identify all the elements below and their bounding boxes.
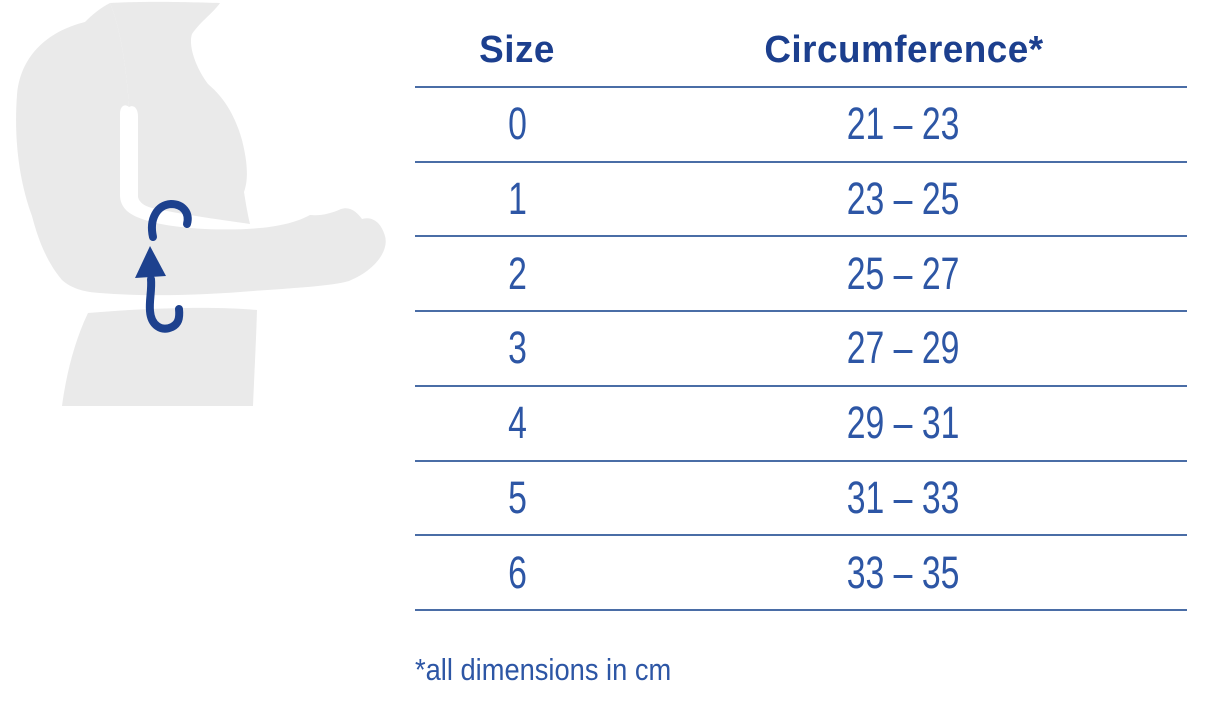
circumference-header-label: Circumference* [763, 28, 1044, 71]
size-cell: 4 [415, 397, 620, 449]
circumference-cell: 23 – 25 [620, 173, 1187, 225]
table-row: 1 23 – 25 [415, 163, 1187, 238]
size-cell: 2 [415, 248, 620, 300]
size-cell: 6 [415, 547, 620, 599]
circumference-cell: 25 – 27 [620, 248, 1187, 300]
circumference-cell: 27 – 29 [620, 322, 1187, 374]
size-value: 1 [508, 173, 527, 225]
circumference-cell: 29 – 31 [620, 397, 1187, 449]
size-cell: 3 [415, 322, 620, 374]
arrowhead [135, 246, 166, 278]
table-row: 2 25 – 27 [415, 237, 1187, 313]
table-row: 0 21 – 23 [415, 88, 1187, 163]
circumference-value: 27 – 29 [847, 322, 960, 374]
table-body: 0 21 – 23 1 23 – 25 2 25 – 27 3 27 – 29 … [415, 88, 1187, 611]
measurement-illustration [16, 1, 386, 406]
body-silhouette-arm [16, 3, 386, 296]
circumference-value: 31 – 33 [847, 471, 960, 523]
size-value: 4 [508, 397, 527, 449]
size-value: 2 [508, 247, 527, 299]
size-header-label: Size [479, 28, 556, 71]
circumference-value: 29 – 31 [847, 397, 960, 449]
body-silhouette-hip [62, 307, 257, 406]
circumference-arrow-icon [135, 199, 192, 333]
table-header-row: Size Circumference* [415, 0, 1187, 88]
circumference-value: 23 – 25 [847, 173, 960, 225]
column-header-circumference: Circumference* [620, 29, 1187, 72]
table-row: 5 31 – 33 [415, 462, 1187, 537]
size-cell: 1 [415, 173, 620, 225]
size-table: Size Circumference* 0 21 – 23 1 23 – 25 … [415, 0, 1187, 611]
circumference-cell: 31 – 33 [620, 472, 1187, 524]
table-row: 3 27 – 29 [415, 312, 1187, 387]
size-value: 5 [508, 471, 527, 523]
size-value: 0 [508, 98, 527, 150]
size-value: 6 [508, 546, 527, 598]
circumference-cell: 33 – 35 [620, 547, 1187, 599]
size-cell: 0 [415, 98, 620, 150]
column-header-size: Size [415, 29, 620, 72]
table-row: 4 29 – 31 [415, 387, 1187, 462]
circumference-cell: 21 – 23 [620, 98, 1187, 150]
circumference-value: 33 – 35 [847, 546, 960, 598]
footnote: *all dimensions in cm [415, 652, 672, 687]
table-row: 6 33 – 35 [415, 536, 1187, 611]
size-cell: 5 [415, 472, 620, 524]
circumference-value: 21 – 23 [847, 98, 960, 150]
body-silhouette-torso [110, 1, 250, 224]
circumference-value: 25 – 27 [847, 247, 960, 299]
size-value: 3 [508, 322, 527, 374]
